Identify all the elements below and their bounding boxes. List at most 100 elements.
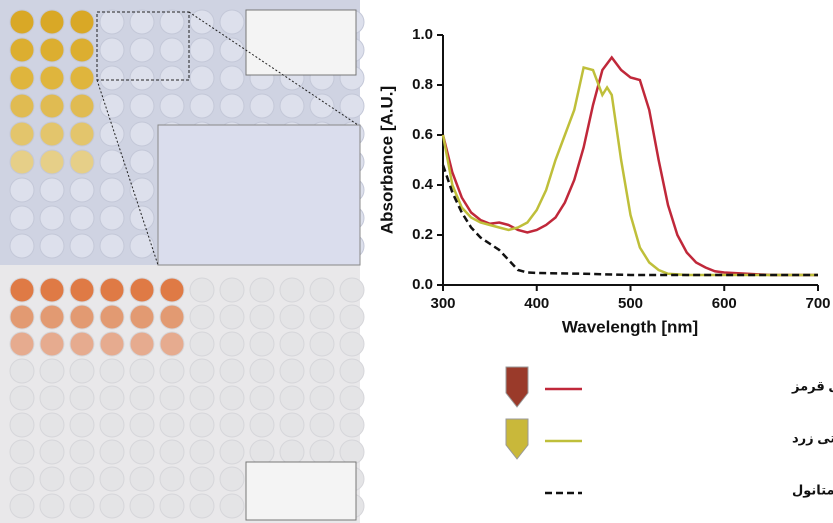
well (190, 278, 214, 302)
photo (0, 0, 364, 523)
series-line (443, 165, 818, 275)
well (190, 359, 214, 383)
well (100, 359, 124, 383)
well (160, 278, 184, 302)
well (250, 332, 274, 356)
well (280, 359, 304, 383)
well (340, 413, 364, 437)
well (100, 305, 124, 329)
well (130, 66, 154, 90)
well (190, 440, 214, 464)
x-tick-label: 500 (618, 295, 643, 312)
device-inset (246, 462, 356, 520)
well (280, 386, 304, 410)
well (220, 38, 244, 62)
well (160, 305, 184, 329)
well (340, 359, 364, 383)
well (10, 359, 34, 383)
series-line (443, 68, 818, 276)
well (220, 413, 244, 437)
well (190, 66, 214, 90)
well (160, 494, 184, 518)
well (130, 38, 154, 62)
well (10, 386, 34, 410)
well (10, 206, 34, 230)
well (70, 206, 94, 230)
well (160, 10, 184, 34)
series-line (443, 58, 818, 276)
well (40, 234, 64, 258)
well (130, 10, 154, 34)
well (40, 10, 64, 34)
well (130, 234, 154, 258)
well (190, 413, 214, 437)
well (280, 413, 304, 437)
well (220, 278, 244, 302)
y-axis-label: Absorbance [A.U.] (377, 86, 396, 234)
well (10, 467, 34, 491)
well (10, 122, 34, 146)
well (40, 386, 64, 410)
well (100, 278, 124, 302)
well (100, 10, 124, 34)
well (40, 467, 64, 491)
x-axis-label: Wavelength [nm] (562, 317, 698, 336)
well (130, 94, 154, 118)
well (280, 305, 304, 329)
well (220, 305, 244, 329)
well (40, 440, 64, 464)
well (10, 38, 34, 62)
well (100, 94, 124, 118)
y-tick-label: 1.0 (412, 26, 433, 43)
well (10, 332, 34, 356)
well (190, 494, 214, 518)
well (40, 332, 64, 356)
well (130, 122, 154, 146)
well (220, 332, 244, 356)
well (310, 278, 334, 302)
well (10, 66, 34, 90)
well (100, 467, 124, 491)
well (310, 305, 334, 329)
well (130, 440, 154, 464)
well (100, 332, 124, 356)
well (250, 440, 274, 464)
well (130, 386, 154, 410)
well (340, 278, 364, 302)
well (220, 359, 244, 383)
well (310, 359, 334, 383)
well (310, 386, 334, 410)
well (40, 178, 64, 202)
well (40, 122, 64, 146)
well (220, 10, 244, 34)
well (40, 359, 64, 383)
well (310, 332, 334, 356)
well (310, 413, 334, 437)
well (70, 305, 94, 329)
well (280, 332, 304, 356)
well (100, 234, 124, 258)
well (10, 94, 34, 118)
well (130, 305, 154, 329)
well (280, 278, 304, 302)
well (100, 150, 124, 174)
x-tick-label: 400 (524, 295, 549, 312)
well (160, 332, 184, 356)
well (130, 332, 154, 356)
well (130, 178, 154, 202)
well (190, 332, 214, 356)
well (70, 467, 94, 491)
well (70, 94, 94, 118)
well (10, 234, 34, 258)
well (10, 413, 34, 437)
well (100, 440, 124, 464)
well (220, 94, 244, 118)
y-tick-label: 0.8 (412, 76, 433, 93)
well (130, 278, 154, 302)
legend-label: عصاره ماده رنگزای زیستی زرد (792, 430, 833, 445)
well (130, 467, 154, 491)
well (190, 94, 214, 118)
well (220, 467, 244, 491)
well (100, 178, 124, 202)
tube-icon (506, 419, 528, 459)
